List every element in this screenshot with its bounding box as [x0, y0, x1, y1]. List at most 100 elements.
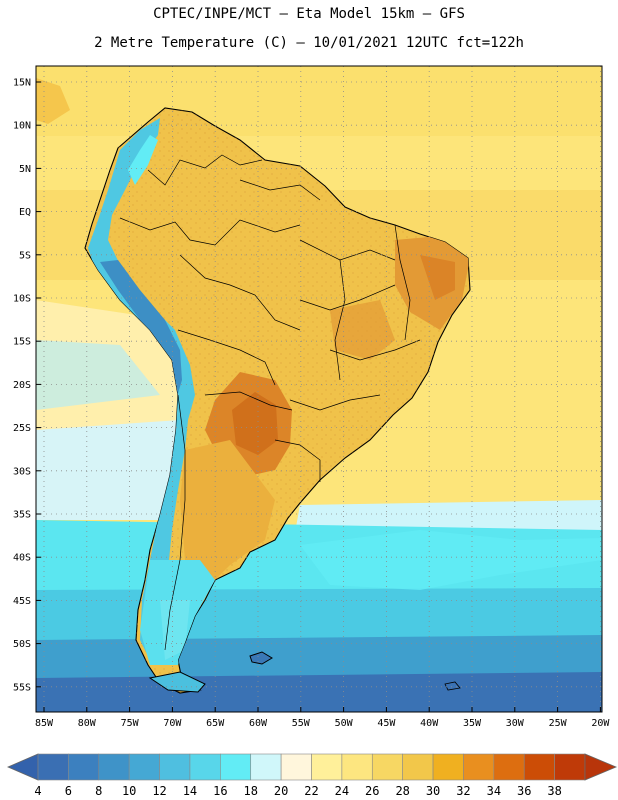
lon-label: 25W	[549, 718, 568, 729]
colorbar-swatch	[371, 753, 403, 781]
colorbar-label: 32	[456, 784, 470, 798]
colorbar-swatch	[493, 753, 525, 781]
colorbar-swatch	[402, 753, 434, 781]
lat-label: EQ	[19, 207, 31, 218]
lon-label: 30W	[506, 718, 525, 729]
colorbar-label: 10	[122, 784, 136, 798]
colorbar-label: 38	[547, 784, 561, 798]
colorbar-label: 26	[365, 784, 379, 798]
south-georgia-island	[444, 681, 461, 691]
colorbar-label: 16	[213, 784, 227, 798]
andes-cold-spine	[88, 118, 195, 660]
map-title-line2: 2 Metre Temperature (C) — 10/01/2021 12U…	[94, 35, 524, 51]
lat-label: 15S	[13, 337, 31, 348]
colorbar-swatch	[128, 753, 160, 781]
pacific-pale-band	[36, 420, 190, 520]
lon-label: 50W	[335, 718, 354, 729]
latitude-labels: 15N 10N 5N EQ 5S 10S 15S 20S 25S 30S 35S 40S 45S 50S 5…	[13, 78, 41, 693]
colorbar-label: 30	[426, 784, 440, 798]
border-brazil-states-4	[289, 394, 381, 411]
longitude-labels: 85W 80W 75W 70W 65W 60W 55W 50W 45W 40W 35W 30W 25W 2…	[35, 707, 610, 729]
border-brazil-states-5	[334, 259, 346, 381]
lon-label: 20W	[591, 718, 610, 729]
border-guianas	[239, 179, 321, 201]
colorbar-label: 34	[487, 784, 501, 798]
lat-label: 50S	[13, 639, 31, 650]
central-america-land	[36, 78, 70, 124]
falkland-islands	[249, 651, 273, 665]
lat-label: 40S	[13, 553, 31, 564]
border-paraguay	[204, 391, 293, 411]
colorbar-swatch	[189, 753, 221, 781]
lon-label: 40W	[420, 718, 439, 729]
lon-label: 55W	[292, 718, 311, 729]
deep-blue-band	[36, 672, 602, 712]
lat-label: 10N	[13, 121, 31, 132]
lon-label: 75W	[121, 718, 140, 729]
colorbar-label: 18	[243, 784, 257, 798]
lat-label: 15N	[13, 78, 31, 89]
colorbar-label: 36	[517, 784, 531, 798]
lon-label: 65W	[206, 718, 225, 729]
border-chile-argentina	[164, 394, 186, 651]
colorbar-low-arrow	[6, 753, 39, 781]
colorbar-swatch	[68, 753, 100, 781]
colorbar-label: 14	[183, 784, 197, 798]
colorbar-label: 8	[95, 784, 102, 798]
lon-label: 70W	[163, 718, 182, 729]
lon-label: 35W	[463, 718, 482, 729]
colorbar-swatch	[432, 753, 464, 781]
lon-label: 60W	[249, 718, 268, 729]
border-colombia-venezuela	[147, 154, 263, 186]
colorbar-swatch	[220, 753, 252, 781]
colorbar-high-arrow	[584, 753, 618, 781]
lat-label: 45S	[13, 596, 31, 607]
colorbar-swatch	[341, 753, 373, 781]
lon-label: 85W	[35, 718, 54, 729]
colorbar-label: 6	[65, 784, 72, 798]
colorbar-label: 24	[335, 784, 349, 798]
colorbar-swatch	[280, 753, 312, 781]
caribbean-field	[36, 66, 602, 136]
colorbar-swatch	[523, 753, 555, 781]
colorbar-swatch	[37, 753, 69, 781]
border-brazil-states-6	[394, 224, 411, 341]
warm-plains-argentina	[180, 440, 275, 590]
colorbar-label: 4	[34, 784, 41, 798]
colorbar-label: 12	[152, 784, 166, 798]
lat-label: 35S	[13, 510, 31, 521]
country-borders	[119, 154, 421, 651]
colombian-andes-cold	[128, 135, 158, 185]
lat-label: 30S	[13, 466, 31, 477]
warm-zone-central-brazil	[330, 300, 395, 360]
map-frame	[35, 65, 603, 713]
colorbar-label: 22	[304, 784, 318, 798]
lat-label: 20S	[13, 380, 31, 391]
colorbar: 4 6 8 10 12 14 16 18 20 22 24 26 28 30 32 34 36 38	[6, 753, 618, 798]
colorbar-swatch	[554, 753, 586, 781]
colorbar-label: 28	[395, 784, 409, 798]
border-bolivia-south	[177, 329, 276, 386]
lat-label: 5N	[19, 164, 31, 175]
temperature-map-panel	[36, 66, 602, 712]
colorbar-swatch	[159, 753, 191, 781]
colorbar-swatch	[463, 753, 495, 781]
border-brazil-states-2	[299, 284, 396, 311]
colorbar-swatch	[250, 753, 282, 781]
border-uruguay	[274, 439, 321, 482]
atlantic-cyan-swirl	[300, 530, 602, 590]
border-brazil-states-1	[299, 239, 396, 261]
colorbar-swatch	[311, 753, 343, 781]
lon-label: 45W	[377, 718, 396, 729]
border-bolivia-north	[179, 254, 301, 331]
hot-core-paraguay	[232, 392, 278, 455]
lat-label: 55S	[13, 682, 31, 693]
lat-label: 10S	[13, 294, 31, 305]
hot-core-northeast	[420, 255, 455, 300]
lat-label: 5S	[19, 250, 31, 261]
colorbar-label: 20	[274, 784, 288, 798]
colorbar-swatch	[98, 753, 130, 781]
lat-label: 25S	[13, 423, 31, 434]
border-brazil-states-3	[329, 339, 421, 361]
